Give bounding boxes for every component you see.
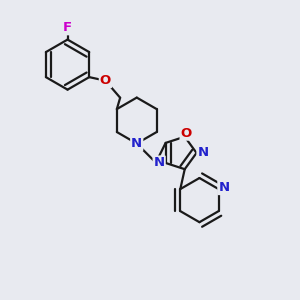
Text: N: N <box>197 146 208 159</box>
Text: O: O <box>100 74 111 87</box>
Text: O: O <box>181 127 192 140</box>
Text: F: F <box>63 21 72 34</box>
Text: N: N <box>154 157 165 169</box>
Text: N: N <box>218 181 230 194</box>
Text: N: N <box>131 137 142 150</box>
